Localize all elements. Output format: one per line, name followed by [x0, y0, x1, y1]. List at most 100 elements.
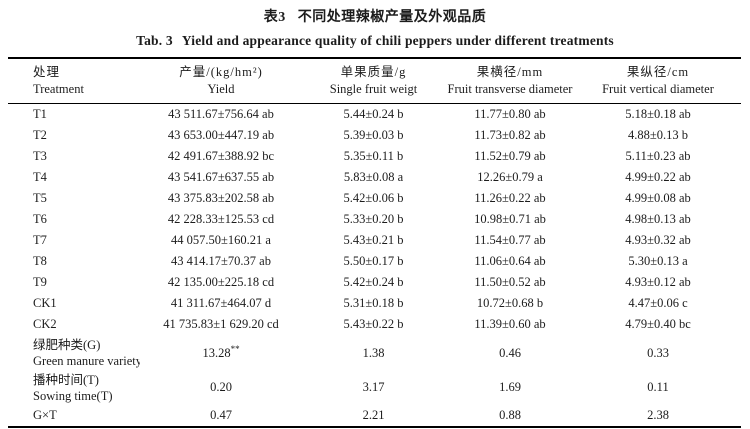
- treatment-label: T4: [33, 170, 47, 184]
- factor-label-en: Sowing time(T): [33, 388, 113, 403]
- vertical-diameter-value: 4.93±0.32 ab: [625, 233, 691, 247]
- table-row-t5: T5 43 375.83±202.58 ab 5.42±0.06 b 11.26…: [8, 188, 741, 209]
- treatment-label: T3: [33, 149, 47, 163]
- vertical-diameter-f-value: 0.11: [647, 380, 669, 394]
- transverse-diameter-value: 11.06±0.64 ab: [474, 254, 546, 268]
- vertical-diameter-value: 4.79±0.40 bc: [625, 317, 691, 331]
- factor-label-zh: 播种时间(T): [33, 372, 99, 387]
- col-header-treatment-en: Treatment: [33, 82, 84, 96]
- vertical-diameter-value: 5.11±0.23 ab: [625, 149, 691, 163]
- single-fruit-weight-f-value: 1.38: [362, 345, 385, 360]
- treatment-label: T2: [33, 128, 47, 142]
- factor-label: 绿肥种类(G) Green manure variety(G): [8, 335, 140, 371]
- table-title-en-text: Yield and appearance quality of chili pe…: [181, 33, 614, 48]
- table-row-t2: T2 43 653.00±447.19 ab 5.39±0.03 b 11.73…: [8, 125, 741, 146]
- table-body: T1 43 511.67±756.64 ab 5.44±0.24 b 11.77…: [8, 104, 741, 428]
- single-fruit-weight-value: 5.42±0.24 b: [343, 275, 404, 289]
- col-header-vertical-diameter: 果纵径/cm Fruit vertical diameter: [575, 58, 741, 104]
- single-fruit-weight-value: 5.50±0.17 b: [343, 254, 404, 268]
- yield-f-value: 13.28**: [140, 335, 302, 371]
- factor-label-zh: 绿肥种类(G): [33, 338, 101, 352]
- col-header-yield-zh: 产量/(kg/hm²): [179, 65, 263, 79]
- single-fruit-weight-value: 5.33±0.20 b: [343, 212, 404, 226]
- single-fruit-weight-value: 5.42±0.06 b: [343, 191, 404, 205]
- treatment-label: T1: [33, 107, 47, 121]
- table-row-t8: T8 43 414.17±70.37 ab 5.50±0.17 b 11.06±…: [8, 251, 741, 272]
- table-title-en: Tab. 3 Yield and appearance quality of ch…: [0, 33, 750, 49]
- transverse-diameter-value: 11.26±0.22 ab: [474, 191, 546, 205]
- vertical-diameter-value: 5.18±0.18 ab: [625, 107, 691, 121]
- col-header-treatment-zh: 处理: [33, 65, 61, 79]
- transverse-diameter-value: 11.77±0.80 ab: [474, 107, 546, 121]
- vertical-diameter-value: 4.47±0.06 c: [628, 296, 688, 310]
- treatment-label: T5: [33, 191, 47, 205]
- table-title-zh-text: 不同处理辣椒产量及外观品质: [297, 10, 487, 25]
- transverse-diameter-value: 11.39±0.60 ab: [474, 317, 546, 331]
- yield-value: 41 311.67±464.07 d: [170, 296, 272, 310]
- single-fruit-weight-value: 5.39±0.03 b: [343, 128, 404, 142]
- f-value: 13.28: [202, 345, 231, 360]
- factor-label: G×T: [33, 407, 57, 422]
- treatment-label: CK2: [33, 317, 57, 331]
- single-fruit-weight-value: 5.43±0.22 b: [343, 317, 404, 331]
- header-row: 处理 Treatment 产量/(kg/hm²) Yield 单果质量/g Si…: [8, 58, 741, 104]
- vertical-diameter-value: 4.93±0.12 ab: [625, 275, 691, 289]
- table-header: 处理 Treatment 产量/(kg/hm²) Yield 单果质量/g Si…: [8, 58, 741, 104]
- single-fruit-weight-value: 5.83±0.08 a: [343, 170, 404, 184]
- col-header-yield: 产量/(kg/hm²) Yield: [140, 58, 302, 104]
- table-row-t9: T9 42 135.00±225.18 cd 5.42±0.24 b 11.50…: [8, 272, 741, 293]
- vertical-diameter-value: 5.30±0.13 a: [628, 254, 688, 268]
- col-header-single-fruit-weight-en: Single fruit weigt: [329, 82, 418, 96]
- transverse-diameter-value: 12.26±0.79 a: [477, 170, 543, 184]
- table-row-t1: T1 43 511.67±756.64 ab 5.44±0.24 b 11.77…: [8, 104, 741, 126]
- significance-marker: **: [230, 343, 240, 354]
- vertical-diameter-value: 4.99±0.22 ab: [625, 170, 691, 184]
- single-fruit-weight-value: 5.44±0.24 b: [343, 107, 404, 121]
- col-header-yield-en: Yield: [207, 82, 235, 96]
- yield-value: 41 735.83±1 629.20 cd: [163, 317, 279, 331]
- table-row-t3: T3 42 491.67±388.92 bc 5.35±0.11 b 11.52…: [8, 146, 741, 167]
- treatment-label: T8: [33, 254, 47, 268]
- transverse-diameter-f-value: 1.69: [499, 380, 521, 394]
- col-header-vertical-diameter-en: Fruit vertical diameter: [602, 82, 714, 96]
- col-header-transverse-diameter: 果横径/mm Fruit transverse diameter: [445, 58, 575, 104]
- table-row-t4: T4 43 541.67±637.55 ab 5.83±0.08 a 12.26…: [8, 167, 741, 188]
- factor-label-en: Green manure variety(G): [33, 354, 140, 368]
- treatment-label: T6: [33, 212, 47, 226]
- col-header-transverse-diameter-en: Fruit transverse diameter: [447, 82, 573, 96]
- yield-value: 42 491.67±388.92 bc: [167, 149, 275, 163]
- single-fruit-weight-value: 5.31±0.18 b: [343, 296, 404, 310]
- transverse-diameter-f-value: 0.46: [499, 345, 521, 360]
- vertical-diameter-value: 4.98±0.13 ab: [625, 212, 691, 226]
- yield-value: 43 414.17±70.37 ab: [171, 254, 271, 268]
- treatment-label: T9: [33, 275, 47, 289]
- table-title-zh: 表3 不同处理辣椒产量及外观品质: [0, 0, 750, 26]
- single-fruit-weight-f-value: 2.21: [362, 407, 385, 422]
- yield-value: 43 653.00±447.19 ab: [167, 128, 275, 142]
- treatment-label: CK1: [33, 296, 57, 310]
- table-row-sowing-time: 播种时间(T) Sowing time(T) 0.20 3.17 1.69 0.…: [8, 371, 741, 404]
- transverse-diameter-f-value: 0.88: [499, 407, 521, 422]
- single-fruit-weight-value: 5.43±0.21 b: [343, 233, 404, 247]
- transverse-diameter-value: 11.54±0.77 ab: [474, 233, 546, 247]
- vertical-diameter-f-value: 2.38: [647, 407, 669, 422]
- yield-f-value: 0.47: [210, 407, 232, 422]
- yield-value: 42 135.00±225.18 cd: [167, 275, 275, 289]
- table-row-t6: T6 42 228.33±125.53 cd 5.33±0.20 b 10.98…: [8, 209, 741, 230]
- col-header-treatment: 处理 Treatment: [8, 58, 140, 104]
- yield-value: 42 228.33±125.53 cd: [167, 212, 275, 226]
- single-fruit-weight-value: 5.35±0.11 b: [343, 149, 404, 163]
- yield-value: 44 057.50±160.21 a: [171, 233, 271, 247]
- table-number-en: Tab. 3: [136, 33, 173, 48]
- table-row-ck1: CK1 41 311.67±464.07 d 5.31±0.18 b 10.72…: [8, 293, 741, 314]
- table-row-ck2: CK2 41 735.83±1 629.20 cd 5.43±0.22 b 11…: [8, 314, 741, 335]
- transverse-diameter-value: 10.72±0.68 b: [476, 296, 544, 310]
- col-header-transverse-diameter-zh: 果横径/mm: [476, 65, 544, 79]
- transverse-diameter-value: 11.52±0.79 ab: [474, 149, 546, 163]
- yield-value: 43 375.83±202.58 ab: [167, 191, 275, 205]
- treatment-label: T7: [33, 233, 47, 247]
- table-row-green-manure-variety: 绿肥种类(G) Green manure variety(G) 13.28** …: [8, 335, 741, 371]
- table-row-g-x-t: G×T 0.47 2.21 0.88 2.38: [8, 404, 741, 427]
- col-header-vertical-diameter-zh: 果纵径/cm: [626, 65, 690, 79]
